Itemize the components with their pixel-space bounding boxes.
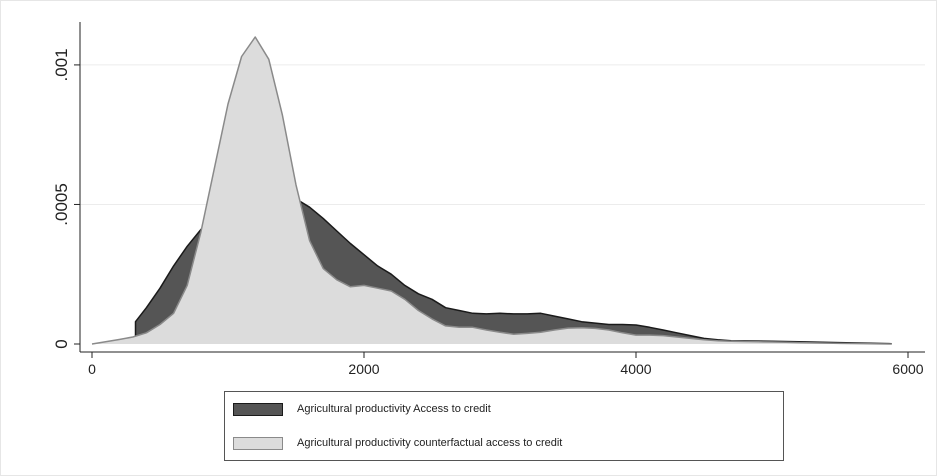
axes: 0 2000 4000 6000 0 .0005 .001 (52, 22, 925, 377)
x-tick-label-0: 0 (88, 361, 96, 377)
legend-swatch-access (233, 402, 283, 416)
y-tick-label-0: 0 (52, 339, 71, 348)
series-areas (91, 36, 892, 345)
series-area-1 (92, 37, 892, 344)
x-tick-label-2: 4000 (620, 361, 651, 377)
x-tick-label-3: 6000 (892, 361, 923, 377)
y-tick-label-1: .0005 (52, 183, 71, 226)
legend-label-counterfactual: Agricultural productivity counterfactual… (297, 437, 563, 449)
grid-lines (80, 64, 925, 205)
series-line-1 (91, 36, 892, 345)
legend-item-access: Agricultural productivity Access to cred… (233, 401, 491, 417)
legend-swatch-counterfactual (233, 436, 283, 450)
legend: Agricultural productivity Access to cred… (224, 391, 784, 461)
legend-label-access: Agricultural productivity Access to cred… (297, 403, 491, 415)
x-tick-label-1: 2000 (348, 361, 379, 377)
y-tick-label-2: .001 (52, 48, 71, 81)
legend-item-counterfactual: Agricultural productivity counterfactual… (233, 435, 562, 451)
